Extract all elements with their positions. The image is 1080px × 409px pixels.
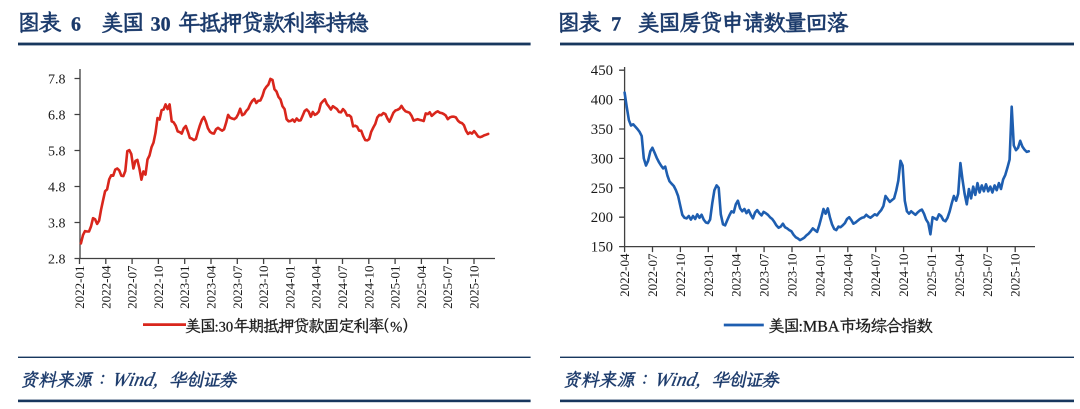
svg-text:4.8: 4.8: [48, 181, 66, 196]
svg-text:2024-04: 2024-04: [840, 253, 855, 297]
svg-text:6.8: 6.8: [48, 109, 66, 124]
svg-text:3.8: 3.8: [48, 217, 66, 232]
svg-text:5.8: 5.8: [48, 145, 66, 160]
svg-text:400: 400: [591, 93, 613, 109]
svg-text:2024-04: 2024-04: [309, 265, 324, 309]
svg-text:450: 450: [591, 63, 613, 79]
svg-text:2023-01: 2023-01: [177, 266, 192, 309]
svg-text:2.8: 2.8: [48, 253, 66, 268]
svg-text:2022-01: 2022-01: [72, 266, 87, 309]
svg-text:200: 200: [591, 210, 613, 226]
svg-text:2025-01: 2025-01: [924, 254, 939, 297]
svg-text:2024-01: 2024-01: [812, 254, 827, 297]
svg-text:2025-01: 2025-01: [388, 266, 403, 309]
svg-text:2023-04: 2023-04: [729, 253, 744, 297]
svg-text:2022-10: 2022-10: [673, 254, 688, 297]
svg-text:2024-10: 2024-10: [361, 266, 376, 309]
svg-text:2022-04: 2022-04: [98, 265, 113, 309]
svg-text:2023-04: 2023-04: [204, 265, 219, 309]
svg-text:150: 150: [591, 240, 613, 256]
svg-text:7.8: 7.8: [48, 73, 66, 88]
svg-text:2025-07: 2025-07: [980, 253, 995, 297]
svg-text:2023-10: 2023-10: [785, 254, 800, 297]
svg-text:2024-10: 2024-10: [896, 254, 911, 297]
svg-text:300: 300: [591, 151, 613, 167]
svg-text:2023-01: 2023-01: [701, 254, 716, 297]
svg-text:2025-04: 2025-04: [952, 253, 967, 297]
svg-text:2025-04: 2025-04: [414, 265, 429, 309]
svg-text:2023-10: 2023-10: [256, 266, 271, 309]
svg-text:2024-01: 2024-01: [282, 266, 297, 309]
svg-text:250: 250: [591, 181, 613, 197]
svg-text:2023-07: 2023-07: [757, 253, 772, 297]
svg-text:2024-07: 2024-07: [335, 265, 350, 309]
svg-text:2025-07: 2025-07: [440, 265, 455, 309]
svg-text:2023-07: 2023-07: [230, 265, 245, 309]
svg-text:350: 350: [591, 122, 613, 138]
svg-text:2022-04: 2022-04: [617, 253, 632, 297]
svg-text:2022-07: 2022-07: [125, 265, 140, 309]
svg-text:2025-10: 2025-10: [467, 266, 482, 309]
svg-text:2022-10: 2022-10: [151, 266, 166, 309]
svg-text:2024-07: 2024-07: [868, 253, 883, 297]
svg-text:2025-10: 2025-10: [1008, 254, 1023, 297]
svg-text:2022-07: 2022-07: [645, 253, 660, 297]
